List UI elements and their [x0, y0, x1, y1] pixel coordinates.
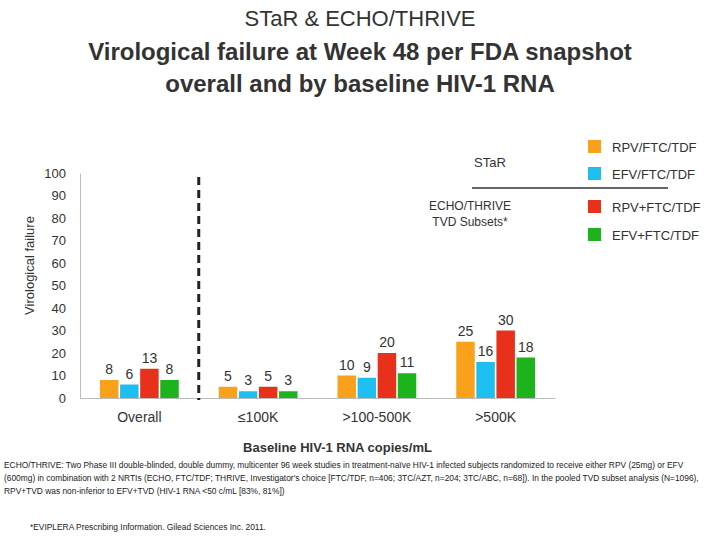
x-axis: Overall ≤100K >100-500K >500K: [81, 398, 556, 425]
legend-group-label: STaR: [474, 155, 506, 170]
y-tick: 50: [52, 278, 80, 293]
bar: [456, 342, 474, 398]
data-label: 20: [379, 334, 395, 350]
legend-label: RPV+FTC/TDF: [612, 200, 701, 215]
bar: [100, 380, 118, 398]
x-axis-line: [81, 398, 556, 399]
x-tick: ≤100K: [238, 398, 279, 425]
footnote: ECHO/THRIVE: Two Phase III double-blinde…: [4, 460, 699, 496]
x-tick-label: Overall: [117, 409, 161, 425]
y-tick-label: 30: [52, 323, 66, 338]
y-axis: 0 10 20 30 40 50 60 70 80 90 100: [44, 166, 80, 406]
y-tick: 10: [52, 368, 80, 383]
data-label: 30: [498, 312, 514, 328]
separator: [197, 177, 200, 400]
subtitle: overall and by baseline HIV-1 RNA: [165, 70, 554, 97]
data-label: 25: [458, 323, 474, 339]
x-tick: >100-500K: [342, 398, 412, 425]
footnote: *EVIPLERA Prescribing Information. Gilea…: [30, 522, 266, 532]
y-tick-label: 20: [52, 346, 66, 361]
bar: [338, 376, 356, 399]
y-tick-label: 10: [52, 368, 66, 383]
x-tick-label: >100-500K: [342, 409, 412, 425]
y-tick-label: 80: [52, 211, 66, 226]
bar: [398, 373, 416, 398]
x-tick: Overall: [117, 398, 161, 425]
legend-separator: [472, 187, 668, 189]
bars: [100, 331, 535, 399]
bar: [219, 387, 237, 398]
data-label: 13: [142, 350, 158, 366]
y-tick: 70: [52, 233, 80, 248]
data-labels: 8 5 10 25 6 3 9 16 13 5 20 30 8 3 11 18: [105, 312, 533, 389]
bar: [160, 380, 178, 398]
chart: STaR & ECHO/THRIVE Virological failure at…: [0, 0, 720, 540]
data-label: 6: [125, 366, 133, 382]
legend-label: EFV+FTC/TDF: [612, 228, 699, 243]
data-label: 3: [284, 372, 292, 388]
y-tick: 0: [59, 391, 80, 406]
bar: [476, 362, 494, 398]
bar: [140, 369, 158, 398]
bar: [279, 391, 297, 398]
legend-swatch: [588, 167, 601, 180]
y-tick-label: 90: [52, 188, 66, 203]
bar: [496, 331, 514, 399]
bar: [120, 385, 138, 399]
y-tick-label: 60: [52, 256, 66, 271]
y-tick: 60: [52, 256, 80, 271]
x-tick-label: ≤100K: [238, 409, 279, 425]
data-label: 8: [166, 361, 174, 377]
legend-group-label: ECHO/THRIVETVD Subsets*: [429, 199, 511, 229]
data-label: 3: [244, 372, 252, 388]
legend: RPV/FTC/TDF EFV/FTC/TDF RPV+FTC/TDF EFV+FTC…: [429, 140, 701, 243]
y-tick: 40: [52, 301, 80, 316]
x-tick-label: >500K: [475, 409, 517, 425]
legend-swatch: [588, 200, 601, 213]
legend-swatch: [588, 228, 601, 241]
bar: [239, 391, 257, 398]
y-tick-label: 100: [44, 166, 66, 181]
x-tick: >500K: [475, 398, 517, 425]
y-tick-label: 0: [59, 391, 66, 406]
legend-label: EFV/FTC/TDF: [612, 167, 695, 182]
data-label: 16: [478, 343, 494, 359]
y-axis-title: Virological failure: [22, 216, 37, 315]
y-tick: 20: [52, 346, 80, 361]
y-tick-label: 70: [52, 233, 66, 248]
subtitle: Virological failure at Week 48 per FDA s…: [88, 38, 632, 65]
data-label: 5: [264, 368, 272, 384]
y-tick: 90: [52, 188, 80, 203]
bar: [259, 387, 277, 398]
data-label: 11: [400, 354, 415, 370]
bar: [517, 358, 535, 399]
y-tick: 30: [52, 323, 80, 338]
y-axis-line: [80, 174, 81, 399]
y-tick: 80: [52, 211, 80, 226]
bar: [358, 378, 376, 398]
data-label: 9: [363, 359, 371, 375]
y-tick-label: 50: [52, 278, 66, 293]
y-tick: 100: [44, 166, 80, 181]
x-axis-title: Baseline HIV-1 RNA copies/mL: [243, 440, 432, 455]
data-label: 8: [105, 361, 113, 377]
y-tick-label: 40: [52, 301, 66, 316]
data-label: 18: [518, 339, 534, 355]
data-label: 5: [224, 368, 232, 384]
title: STaR & ECHO/THRIVE: [244, 6, 475, 31]
legend-label: RPV/FTC/TDF: [612, 140, 697, 155]
bar: [378, 353, 396, 398]
data-label: 10: [339, 357, 355, 373]
legend-swatch: [588, 140, 601, 153]
